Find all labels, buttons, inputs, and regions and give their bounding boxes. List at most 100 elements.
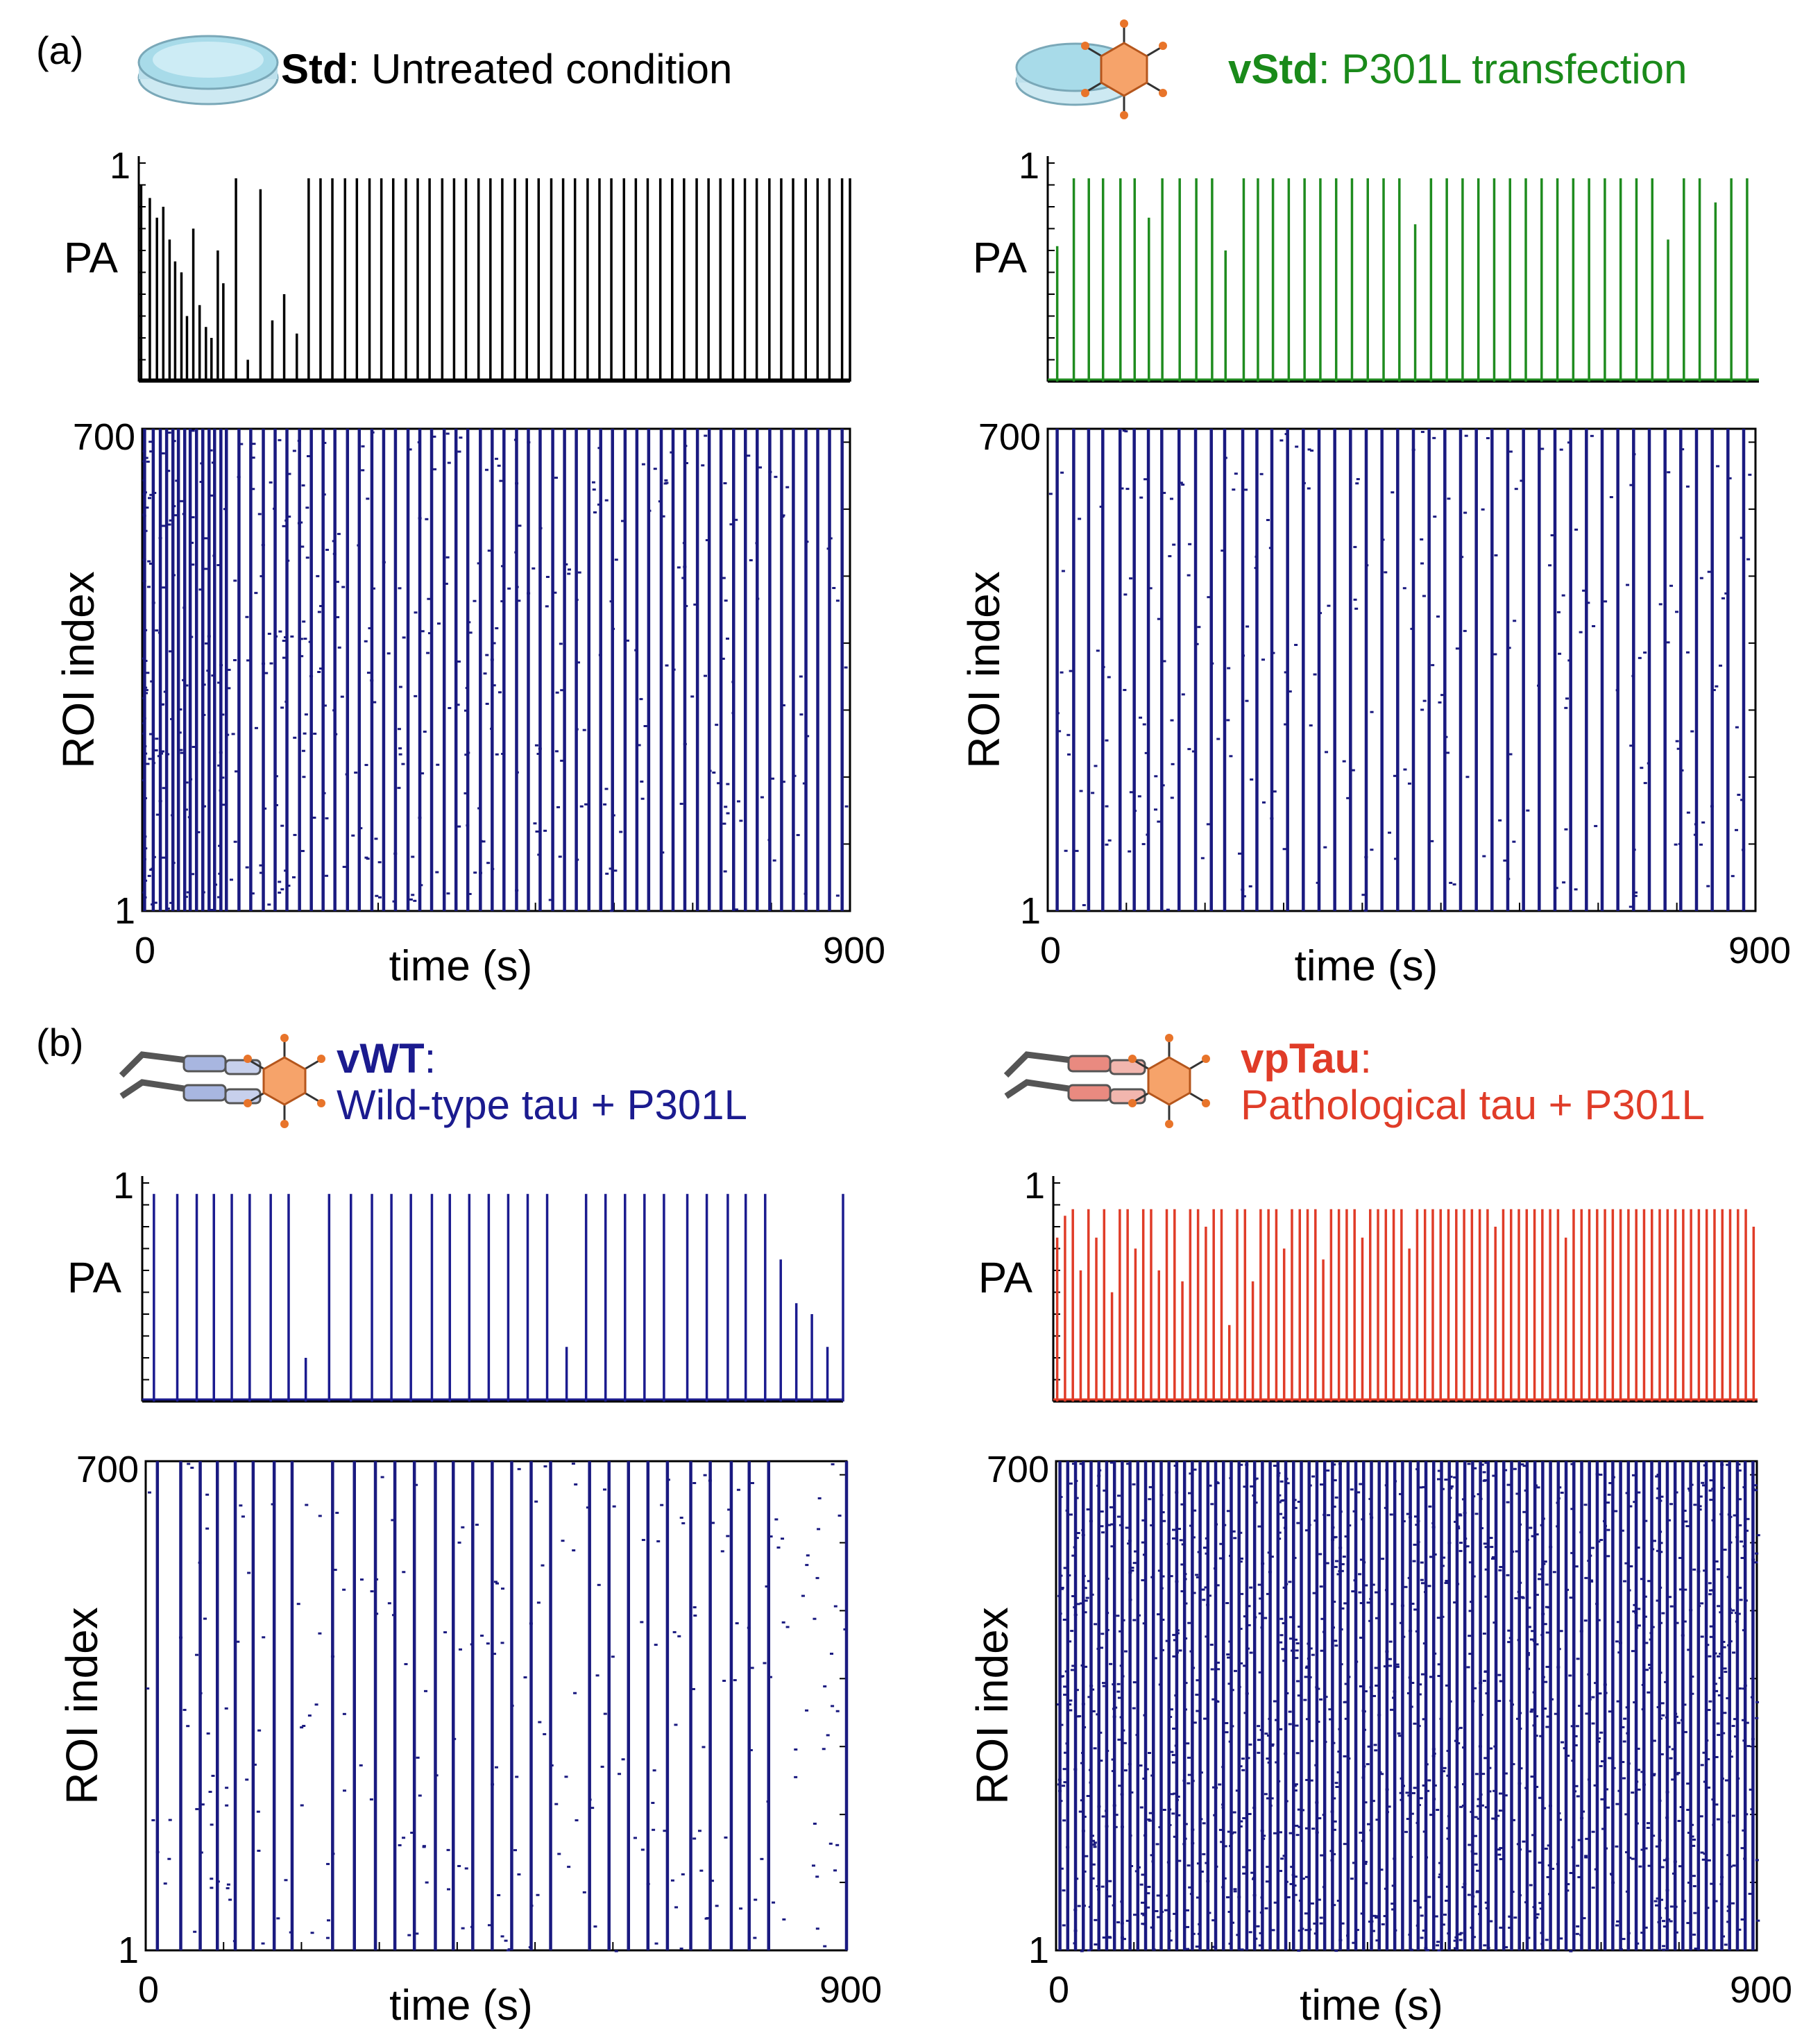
raster-spike	[1298, 1930, 1302, 1932]
raster-spike	[1420, 1561, 1424, 1564]
raster-spike	[1458, 1726, 1463, 1729]
raster-spike	[1522, 1510, 1526, 1513]
raster-spike	[1350, 1488, 1354, 1491]
raster-spike	[1671, 1778, 1675, 1781]
raster-spike	[1239, 1531, 1243, 1534]
raster-spike	[1323, 1741, 1327, 1744]
raster-spike	[1719, 1513, 1724, 1515]
raster-spike	[1279, 1634, 1284, 1637]
raster-spike	[278, 892, 282, 894]
raster-spike	[567, 1866, 571, 1868]
raster-spike	[1173, 1912, 1177, 1915]
raster-spike	[1744, 1599, 1748, 1602]
raster-spike	[1548, 564, 1552, 567]
raster-spike	[1721, 1935, 1726, 1938]
raster-spike	[604, 499, 609, 502]
raster-spike	[208, 1791, 212, 1794]
raster-spike	[1432, 436, 1436, 439]
raster-spike	[672, 1630, 677, 1633]
raster-spike	[1529, 1710, 1533, 1713]
raster-spike	[1064, 849, 1068, 852]
raster-spike	[225, 1804, 229, 1807]
raster-spike	[224, 1707, 228, 1710]
raster-spike	[1186, 1925, 1190, 1928]
raster-spike	[1389, 1513, 1393, 1516]
raster-spike	[500, 1642, 504, 1644]
raster-spike	[621, 520, 625, 522]
raster-frame	[144, 1460, 848, 1952]
raster-spike	[1583, 1619, 1588, 1622]
raster-spike	[1701, 821, 1706, 824]
raster-spike	[1731, 1725, 1735, 1728]
raster-spike	[1175, 1651, 1179, 1654]
raster-spike	[1098, 1469, 1102, 1472]
raster-spike	[1566, 1883, 1570, 1886]
raster-spike	[317, 611, 321, 613]
raster-spike	[1666, 641, 1670, 644]
raster-spike	[482, 840, 486, 843]
raster-spike	[1211, 1786, 1216, 1789]
raster-spike	[1139, 1806, 1143, 1809]
raster-spike	[1628, 1505, 1633, 1508]
raster-spike	[1191, 1842, 1195, 1845]
raster-spike	[1366, 1823, 1370, 1825]
raster-spike	[1278, 1831, 1282, 1834]
raster-spike	[1060, 1675, 1064, 1678]
raster-spike	[267, 632, 271, 635]
raster-spike	[1593, 1784, 1597, 1787]
raster-spike	[1279, 1617, 1284, 1620]
raster-spike	[1302, 482, 1306, 484]
raster-spike	[1622, 1777, 1626, 1780]
raster-spike	[1455, 647, 1459, 650]
raster-spike	[1196, 1896, 1200, 1899]
raster-spike	[1524, 1489, 1528, 1492]
raster-spike	[211, 674, 215, 677]
raster-spike	[1177, 1528, 1181, 1531]
raster-spike	[1286, 1896, 1291, 1898]
raster-spike	[1483, 1670, 1488, 1673]
raster-spike	[1461, 1498, 1465, 1501]
raster-spike	[1606, 1555, 1610, 1558]
raster-spike	[1420, 1582, 1424, 1585]
raster-spike	[302, 776, 306, 778]
raster-spike	[1091, 1710, 1096, 1712]
raster-spike	[1121, 1619, 1125, 1621]
raster-spike	[1458, 1933, 1462, 1936]
raster-spike	[1388, 1664, 1393, 1667]
raster-spike	[1188, 1492, 1192, 1495]
raster-spike	[1420, 431, 1424, 434]
raster-spike	[794, 1748, 798, 1751]
raster-spike	[142, 513, 146, 516]
raster-spike	[843, 1628, 847, 1630]
raster-spike	[1246, 1910, 1250, 1913]
raster-spike	[1226, 1653, 1230, 1655]
raster-spike	[1257, 1725, 1261, 1728]
raster-spike	[282, 640, 286, 642]
raster-spike	[717, 782, 721, 785]
raster-spike	[1139, 1883, 1143, 1886]
raster-spike	[591, 481, 595, 484]
raster-spike	[1615, 689, 1619, 692]
raster-spike	[1637, 1608, 1641, 1610]
raster-spike	[1540, 1524, 1544, 1526]
raster-spike	[1656, 1549, 1660, 1552]
raster-spike	[1137, 795, 1141, 798]
raster-spike	[1293, 1506, 1298, 1509]
raster-spike	[1227, 1830, 1231, 1833]
raster-spike	[1286, 1482, 1290, 1485]
raster-spike	[1641, 1683, 1645, 1686]
raster-spike	[560, 759, 564, 762]
raster-spike	[377, 861, 382, 864]
raster-spike	[1565, 1889, 1570, 1892]
raster-spike	[142, 717, 146, 720]
raster-spike	[191, 563, 195, 566]
raster-spike	[1381, 1923, 1385, 1925]
raster-spike	[1632, 849, 1636, 851]
raster-spike	[1411, 1682, 1415, 1685]
raster-spike	[1564, 828, 1568, 831]
raster-spike	[1655, 1475, 1659, 1478]
raster-spike	[1622, 1740, 1626, 1743]
raster-spike	[1591, 1696, 1595, 1698]
raster-spike	[1243, 1664, 1247, 1667]
raster-spike	[803, 892, 808, 895]
